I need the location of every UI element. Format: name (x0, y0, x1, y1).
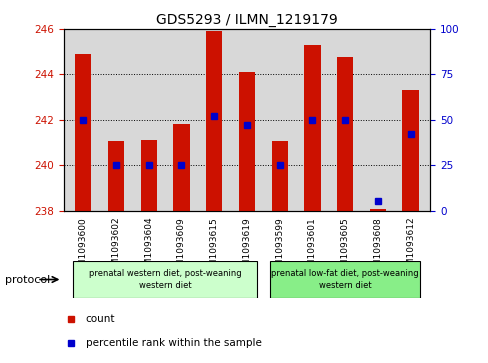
Bar (107, 141, 124, 211)
Title: GDS5293 / ILMN_1219179: GDS5293 / ILMN_1219179 (156, 13, 337, 26)
Text: percentile rank within the sample: percentile rank within the sample (85, 338, 261, 348)
Bar (269, 261, 420, 298)
Bar (73, 261, 256, 298)
Text: count: count (85, 314, 115, 324)
Bar (140, 140, 157, 211)
Bar (75, 54, 91, 211)
Bar (336, 57, 353, 211)
Text: prenatal western diet, post-weaning
western diet: prenatal western diet, post-weaning west… (89, 269, 241, 290)
Bar (238, 72, 255, 211)
Bar (304, 45, 320, 211)
Bar (369, 209, 386, 211)
Bar (173, 124, 189, 211)
Text: prenatal low-fat diet, post-weaning
western diet: prenatal low-fat diet, post-weaning west… (271, 269, 418, 290)
Bar (205, 31, 222, 211)
Text: protocol: protocol (5, 274, 50, 285)
Bar (402, 90, 418, 211)
Bar (271, 141, 287, 211)
